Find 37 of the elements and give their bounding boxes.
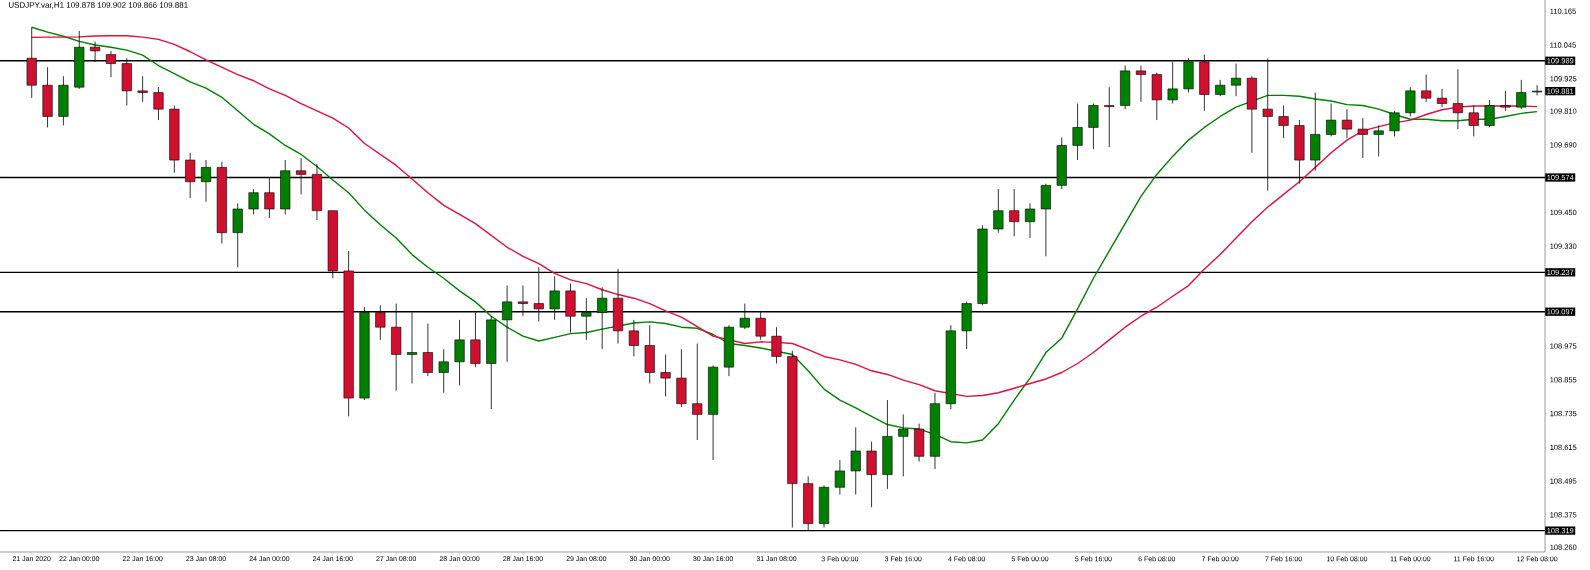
candlestick xyxy=(1516,79,1527,110)
candlestick xyxy=(771,326,782,364)
candlestick xyxy=(438,348,449,394)
candlestick xyxy=(834,459,845,495)
candlestick xyxy=(1326,103,1337,137)
candlestick xyxy=(1088,103,1099,150)
candlestick xyxy=(1135,65,1147,103)
candlestick xyxy=(1468,105,1479,137)
candlestick xyxy=(1500,90,1511,112)
candlestick xyxy=(866,441,877,508)
candlestick xyxy=(1040,183,1051,257)
candlestick xyxy=(1484,99,1495,128)
candlestick xyxy=(1024,203,1036,239)
candlestick xyxy=(1357,117,1368,159)
candlestick xyxy=(1072,103,1083,161)
candlestick xyxy=(454,319,465,386)
candlestick xyxy=(1341,108,1353,139)
candlestick xyxy=(422,323,433,377)
candlestick xyxy=(1452,68,1463,130)
candlestick xyxy=(1436,88,1448,108)
candlestick xyxy=(850,426,861,495)
candlestick xyxy=(1278,105,1289,139)
candlestick xyxy=(1009,188,1020,237)
candlestick xyxy=(1104,86,1115,148)
candlestick xyxy=(628,319,639,357)
candlestick xyxy=(1405,86,1416,117)
candlestick xyxy=(1373,125,1384,157)
candlestick xyxy=(993,188,1004,234)
candlestick xyxy=(692,343,703,441)
candlestick xyxy=(1230,63,1242,97)
candlestick xyxy=(1421,74,1432,103)
candlestick xyxy=(1389,110,1400,137)
candlestick xyxy=(137,75,148,103)
candlestick xyxy=(660,354,671,397)
candlestick xyxy=(232,203,243,268)
candlestick xyxy=(153,86,164,121)
candlestick xyxy=(248,188,259,215)
